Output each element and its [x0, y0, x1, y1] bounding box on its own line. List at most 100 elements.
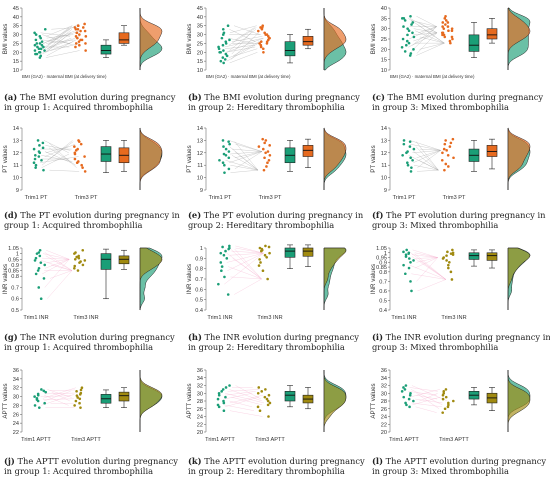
data-point-group2	[74, 45, 77, 49]
data-point-group2	[268, 153, 272, 157]
data-point-group2	[75, 394, 79, 397]
data-point-group2	[266, 399, 270, 403]
data-point-group1	[216, 403, 220, 407]
y-tick-label: 32	[13, 386, 19, 392]
paired-line	[231, 396, 263, 406]
y-tick-label: 0.8	[11, 274, 19, 280]
x-group-label-2: Trim3 INR	[257, 315, 282, 321]
data-point-group1	[224, 153, 228, 157]
data-point-group2	[263, 141, 266, 145]
data-point-group2	[81, 166, 84, 169]
paired-line	[226, 252, 264, 263]
panel-caption-label: (k)	[188, 456, 202, 466]
panel-caption: (b) The BMI evolution during pregnancy i…	[188, 92, 368, 112]
data-point-group2	[451, 37, 454, 41]
chart-panel-h: 0.4 0.5 0.6 0.7 0.8 0.9 1 INR values Trim1 INR Tr…	[186, 244, 369, 354]
x-group-label-2: Trim3 INR	[441, 315, 466, 321]
data-point-group1	[39, 261, 43, 264]
y-tick-label: 10	[197, 176, 203, 182]
data-point-group2	[84, 35, 88, 38]
data-point-group2	[258, 246, 262, 250]
data-point-group1	[221, 43, 225, 47]
boxplot-group1-body	[468, 34, 480, 52]
paired-line	[409, 18, 438, 33]
boxplot-group2-body	[302, 145, 314, 157]
data-point-group1	[34, 33, 38, 36]
paired-line	[39, 156, 79, 163]
data-point-group2	[442, 27, 446, 30]
data-point-group2	[77, 160, 80, 163]
panel-caption-label: (h)	[188, 332, 202, 342]
paired-line	[416, 257, 438, 282]
data-point-group1	[226, 293, 230, 296]
data-point-group2	[266, 277, 269, 281]
data-point-group1	[407, 29, 411, 33]
paired-line	[415, 146, 439, 171]
y-axis-title: PT values	[2, 145, 9, 172]
paired-line	[234, 25, 260, 35]
data-point-group1	[412, 48, 415, 51]
paired-line	[227, 253, 264, 271]
y-tick-label: 9	[200, 188, 203, 194]
y-axis-title: APTT values	[2, 383, 9, 418]
paired-line	[233, 39, 263, 56]
data-point-group1	[219, 261, 223, 264]
data-point-group1	[224, 52, 228, 56]
chart-panel-g: 0.5 0.6 0.7 0.8 0.85 0.9 0.95 1 1.05 INR values Tr…	[2, 244, 185, 354]
y-tick-label: 0.6	[195, 287, 203, 293]
y-tick-label: 30	[13, 33, 19, 39]
data-point-group1	[402, 386, 405, 389]
data-point-group1	[409, 156, 412, 160]
chart-panel-i: 0.4 0.5 0.6 0.7 0.8 0.85 0.9 0.95 1 1.05 INR value…	[370, 244, 550, 354]
data-point-group1	[404, 384, 408, 387]
data-point-group1	[224, 40, 228, 43]
data-point-group1	[408, 54, 412, 57]
paired-line	[411, 26, 437, 52]
x-group-label-1: Trim1 APTT	[389, 437, 419, 443]
data-point-group2	[268, 144, 271, 147]
data-point-group1	[403, 19, 407, 22]
paired-line	[228, 246, 262, 280]
paired-line	[225, 396, 259, 407]
data-point-group2	[448, 39, 452, 43]
y-tick-label: 0.95	[376, 256, 387, 262]
data-point-group1	[406, 33, 409, 37]
paired-line	[411, 273, 446, 280]
data-point-group1	[37, 155, 41, 158]
y-tick-label: 40	[381, 6, 387, 12]
paired-line	[229, 400, 253, 407]
data-point-group2	[84, 42, 87, 45]
x-group-label-1: Trim1 INR	[207, 315, 232, 321]
y-tick-label: 11	[381, 163, 387, 169]
x-group-label-2: Trim3 APTT	[255, 437, 285, 443]
data-point-group1	[221, 139, 225, 142]
panel-caption: (k) The APTT evolution during pregnancy …	[188, 456, 368, 476]
data-point-group1	[217, 391, 221, 395]
data-point-group1	[224, 249, 227, 253]
data-point-group2	[81, 26, 85, 29]
data-point-group1	[227, 167, 231, 171]
y-tick-label: 9	[384, 188, 387, 194]
paired-line	[229, 29, 256, 42]
y-tick-label: 0.5	[195, 298, 203, 304]
paired-line	[415, 141, 439, 171]
data-point-group1	[405, 248, 408, 252]
data-point-group1	[40, 43, 44, 47]
x-group-label-1: Trim1 INR	[391, 315, 416, 321]
y-tick-label: 34	[197, 376, 203, 382]
density-group2	[139, 127, 163, 191]
data-point-group2	[444, 395, 448, 399]
y-tick-label: 28	[13, 403, 19, 409]
y-tick-label: 40	[197, 15, 203, 21]
paired-line	[229, 146, 259, 171]
paired-line	[232, 148, 262, 152]
y-tick-label: 26	[13, 412, 19, 418]
data-point-group2	[79, 406, 82, 409]
data-point-group1	[42, 168, 45, 172]
data-point-group2	[266, 403, 270, 407]
paired-line	[224, 253, 264, 285]
y-tick-label: 14	[13, 126, 19, 132]
data-point-group2	[267, 158, 271, 162]
paired-line	[230, 165, 259, 171]
data-point-group2	[268, 251, 271, 255]
